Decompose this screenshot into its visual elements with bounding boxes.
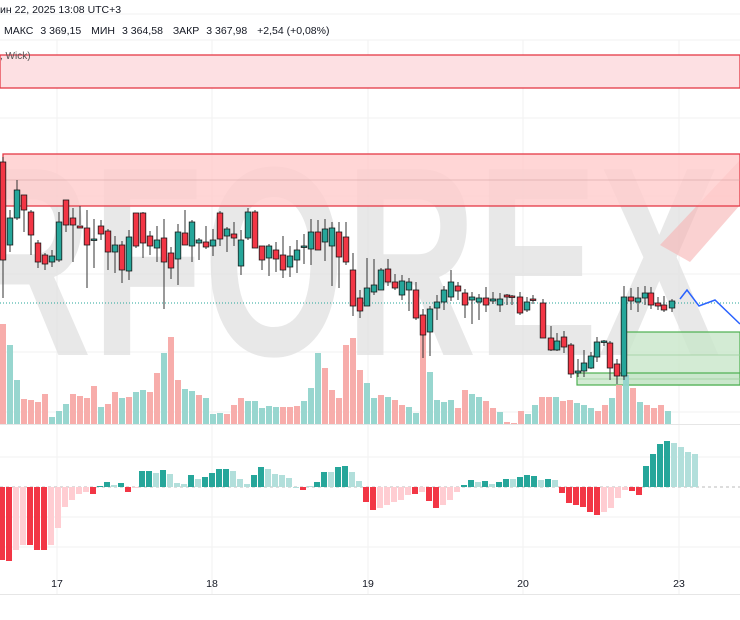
- pane-separator-volume[interactable]: [0, 424, 740, 425]
- ohlc-change: +2,54 (+0,08%): [257, 25, 330, 37]
- time-label: 18: [206, 578, 218, 590]
- time-label: 23: [673, 578, 685, 590]
- momentum-histogram: [0, 441, 740, 561]
- candlestick-series: [0, 157, 676, 384]
- ohlc-legend: МАКС 3 369,15 МИН 3 364,58 ЗАКР 3 367,98 +2…: [4, 25, 336, 37]
- chart-datetime: ин 22, 2025 13:08 UTC+3: [0, 4, 122, 16]
- time-label: 17: [51, 578, 63, 590]
- indicator-label[interactable]: , Wick): [0, 51, 31, 62]
- projection-line: [679, 288, 740, 325]
- supply-demand-zones: [0, 54, 740, 386]
- time-axis-border: [0, 594, 740, 595]
- volume-bars: [0, 324, 671, 424]
- ohlc-low: МИН 3 364,58: [91, 25, 163, 37]
- time-label: 20: [517, 578, 529, 590]
- ohlc-high: МАКС 3 369,15: [4, 25, 82, 37]
- ohlc-close: ЗАКР 3 367,98: [172, 25, 248, 37]
- time-label: 19: [362, 578, 374, 590]
